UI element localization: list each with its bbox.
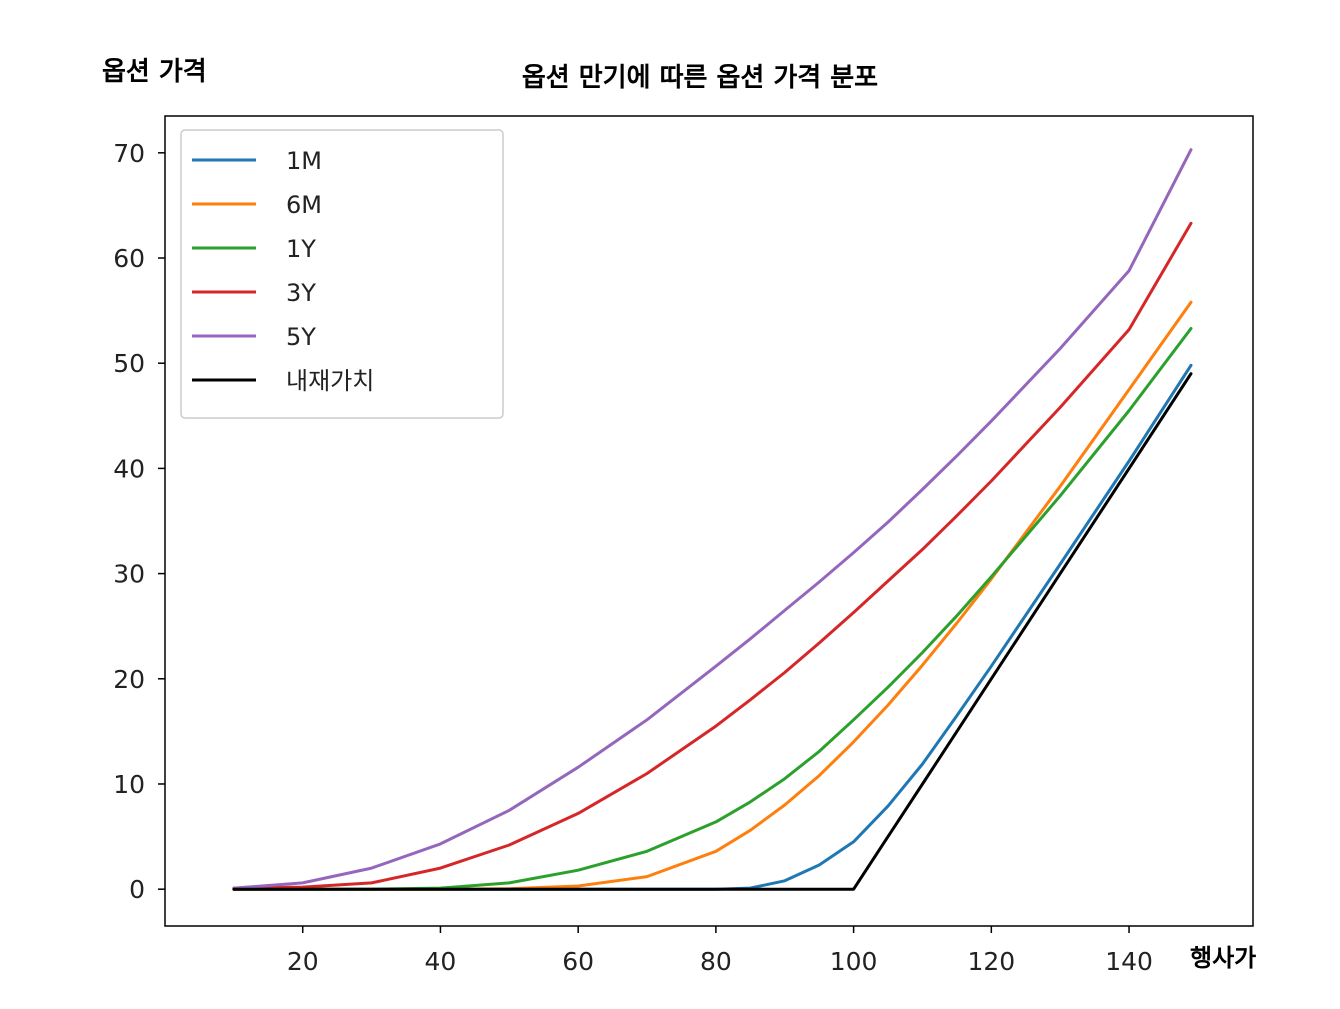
- legend-label: 3Y: [286, 279, 316, 307]
- y-tick-label: 50: [113, 349, 145, 378]
- legend-label: 내재가치: [286, 367, 374, 395]
- legend-label: 1M: [286, 147, 322, 175]
- y-tick-label: 20: [113, 665, 145, 694]
- y-axis-label: 옵션 가격: [102, 57, 207, 87]
- x-tick-label: 40: [425, 947, 457, 976]
- y-tick-label: 10: [113, 770, 145, 799]
- x-tick-label: 60: [562, 947, 594, 976]
- series-line-0: [232, 363, 1193, 891]
- chart-title: 옵션 만기에 따른 옵션 가격 분포: [522, 63, 878, 93]
- legend: 1M 6M 1Y 3Y 5Y 내재가치: [180, 129, 504, 419]
- x-tick-label: 120: [967, 947, 1015, 976]
- legend-label: 5Y: [286, 323, 316, 351]
- y-axis: 0 10 20 30 40 50 60 70: [113, 139, 165, 904]
- x-tick-label: 20: [287, 947, 319, 976]
- series-line-5: [232, 372, 1193, 891]
- series-lines: [232, 148, 1193, 891]
- y-tick-label: 0: [129, 875, 145, 904]
- x-tick-label: 80: [700, 947, 732, 976]
- legend-box: [180, 129, 504, 419]
- series-line-3: [232, 221, 1193, 890]
- legend-label: 1Y: [286, 235, 316, 263]
- y-tick-label: 70: [113, 139, 145, 168]
- plot-frame: [164, 115, 1254, 927]
- y-tick-label: 60: [113, 244, 145, 273]
- series-line-4: [232, 148, 1193, 890]
- x-tick-label: 140: [1105, 947, 1153, 976]
- legend-label: 6M: [286, 191, 322, 219]
- y-tick-label: 40: [113, 454, 145, 483]
- x-tick-label: 100: [830, 947, 878, 976]
- y-tick-label: 30: [113, 560, 145, 589]
- x-axis-label: 행사가: [1190, 944, 1256, 972]
- x-axis: 20 40 60 80 100 120 140: [287, 926, 1153, 976]
